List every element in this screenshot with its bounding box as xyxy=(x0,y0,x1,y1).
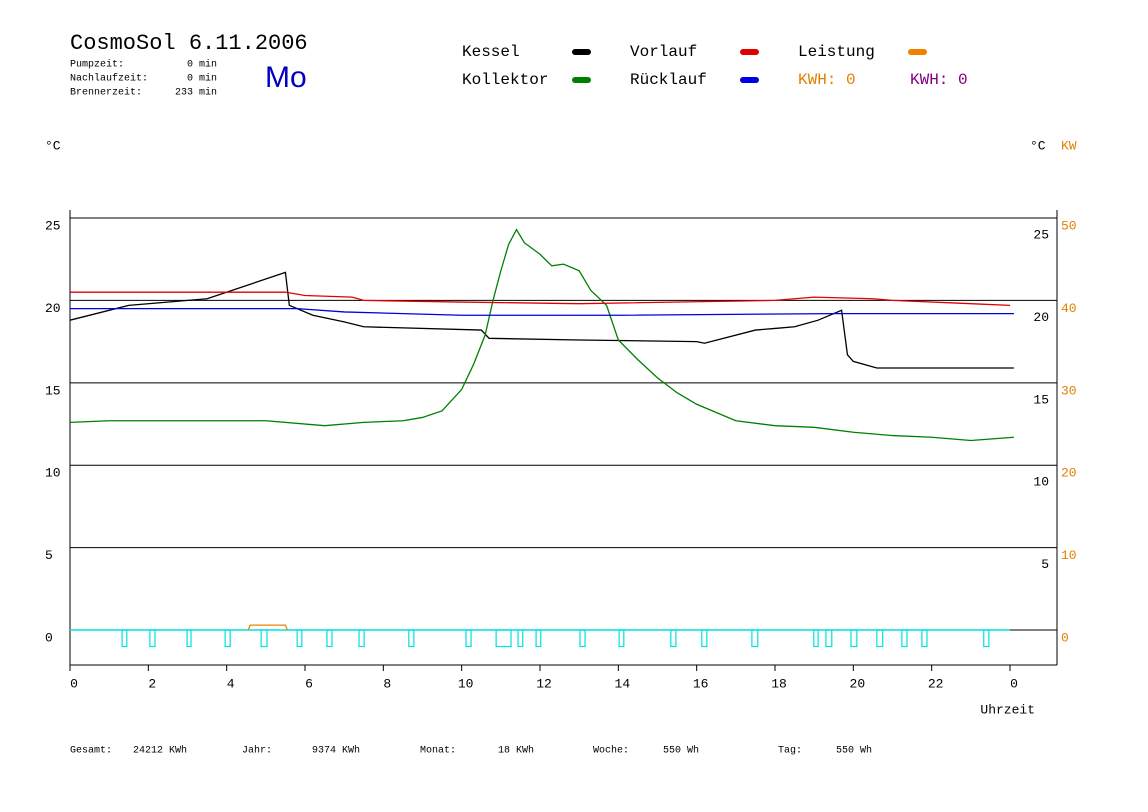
info-label: Brennerzeit: xyxy=(70,87,142,99)
y-tick-label-right: 15 xyxy=(1033,392,1049,407)
pump-pulse xyxy=(618,629,625,648)
legend-label: Leistung xyxy=(798,43,875,61)
pump-pulse xyxy=(517,629,524,648)
x-tick-label: 6 xyxy=(305,676,313,691)
footer-value: 24212 KWh xyxy=(133,745,187,757)
pump-pulse xyxy=(121,629,128,648)
y2-tick-label: 0 xyxy=(1061,630,1069,645)
y-axis-label: °C xyxy=(45,138,61,153)
pump-pulse xyxy=(813,629,819,648)
y-tick-label: 0 xyxy=(45,630,53,645)
chart-title: CosmoSol 6.11.2006 xyxy=(70,31,308,56)
info-value: 0 min xyxy=(187,59,217,71)
info-label: Nachlaufzeit: xyxy=(70,73,148,85)
pump-pulse xyxy=(850,629,858,648)
y-tick-label: 15 xyxy=(45,383,61,398)
pump-pulse xyxy=(751,629,759,648)
kwh-label: KWH: 0 xyxy=(910,71,968,89)
series-line xyxy=(247,624,288,631)
weekday: Mo xyxy=(265,61,307,94)
y-tick-label: 25 xyxy=(45,218,61,233)
x-tick-label: 16 xyxy=(693,676,709,691)
y-tick-label: 10 xyxy=(45,466,61,481)
pump-pulse xyxy=(326,629,333,648)
pump-pulse xyxy=(921,629,928,648)
info-value: 233 min xyxy=(175,87,217,99)
x-tick-label: 22 xyxy=(928,676,944,691)
legend-label: Kollektor xyxy=(462,71,548,89)
y2-tick-label: 10 xyxy=(1061,548,1077,563)
pump-pulse xyxy=(579,629,586,648)
kwh-label: KWH: 0 xyxy=(798,71,856,89)
legend-label: Kessel xyxy=(462,43,520,61)
x-tick-label: 10 xyxy=(458,676,474,691)
x-tick-label: 18 xyxy=(771,676,787,691)
pump-pulse xyxy=(876,629,884,648)
x-axis-label: Uhrzeit xyxy=(980,702,1035,717)
legend-label: Vorlauf xyxy=(630,43,697,61)
y2-tick-label: 50 xyxy=(1061,218,1077,233)
pump-pulse xyxy=(495,629,512,648)
pump-pulse xyxy=(825,629,833,648)
x-tick-label: 0 xyxy=(1010,676,1018,691)
series-line xyxy=(69,271,1014,369)
series-line xyxy=(70,291,1011,307)
footer-value: 9374 KWh xyxy=(312,745,360,757)
y-tick-label: 5 xyxy=(45,548,53,563)
y2-axis-label: KW xyxy=(1061,138,1077,153)
series-line xyxy=(69,228,1014,442)
pump-pulse xyxy=(224,629,231,648)
legend-label: Rücklauf xyxy=(630,71,707,89)
pump-pulse xyxy=(465,629,472,648)
pump-pulse xyxy=(670,629,677,648)
y2-tick-label: 40 xyxy=(1061,301,1077,316)
x-tick-label: 2 xyxy=(148,676,156,691)
x-tick-label: 14 xyxy=(615,676,631,691)
y2-tick-label: 30 xyxy=(1061,383,1077,398)
footer-value: 550 Wh xyxy=(663,745,699,757)
footer-label: Jahr: xyxy=(242,745,272,757)
pump-pulse xyxy=(149,629,156,648)
x-tick-label: 20 xyxy=(850,676,866,691)
pump-pulse xyxy=(186,629,192,648)
y-tick-label-right: 5 xyxy=(1041,557,1049,572)
footer-value: 550 Wh xyxy=(836,745,872,757)
series-line xyxy=(70,308,1014,316)
footer-label: Tag: xyxy=(778,746,802,757)
x-tick-label: 12 xyxy=(536,676,552,691)
x-tick-label: 8 xyxy=(383,676,391,691)
y2-tick-label: 20 xyxy=(1061,466,1077,481)
pump-pulse xyxy=(701,629,708,648)
y-tick-label: 20 xyxy=(45,301,61,316)
pump-pulse xyxy=(408,629,415,648)
pump-pulse xyxy=(358,629,365,648)
footer-label: Monat: xyxy=(420,746,456,757)
x-tick-label: 0 xyxy=(70,676,78,691)
footer-label: Gesamt: xyxy=(70,746,112,757)
y-tick-label-right: 20 xyxy=(1033,310,1049,325)
pump-pulse xyxy=(296,629,303,648)
pump-pulse xyxy=(260,629,268,648)
y-tick-label-right: 25 xyxy=(1033,227,1049,242)
info-value: 0 min xyxy=(187,73,217,85)
pump-pulse xyxy=(535,629,542,648)
pump-pulse xyxy=(983,629,990,648)
y-tick-label-right: 10 xyxy=(1033,475,1049,490)
footer-value: 18 KWh xyxy=(498,745,534,757)
y-axis-label-right: °C xyxy=(1030,138,1046,153)
pump-pulse xyxy=(901,629,908,648)
info-label: Pumpzeit: xyxy=(70,59,124,71)
x-tick-label: 4 xyxy=(227,676,235,691)
footer-label: Woche: xyxy=(593,745,629,757)
